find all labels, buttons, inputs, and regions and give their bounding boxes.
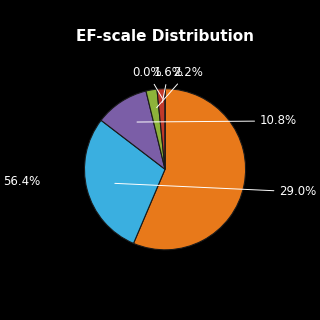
Text: 2.2%: 2.2%: [157, 66, 203, 108]
Wedge shape: [84, 120, 165, 244]
Wedge shape: [133, 89, 245, 250]
Text: 10.8%: 10.8%: [137, 115, 297, 127]
Title: EF-scale Distribution: EF-scale Distribution: [76, 29, 254, 44]
Text: 0.0%: 0.0%: [132, 66, 163, 99]
Wedge shape: [101, 91, 165, 169]
Text: 56.4%: 56.4%: [3, 175, 40, 188]
Wedge shape: [146, 89, 165, 169]
Text: 1.6%: 1.6%: [153, 66, 183, 102]
Wedge shape: [157, 89, 165, 169]
Text: 29.0%: 29.0%: [115, 183, 317, 198]
